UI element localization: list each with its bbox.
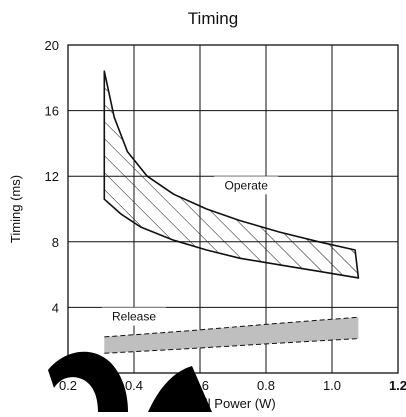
- x-axis-label: Coil Power (W): [188, 396, 275, 411]
- y-tick-label: 20: [45, 38, 59, 53]
- y-tick-label: 4: [52, 300, 59, 315]
- annotation-background: [214, 176, 279, 195]
- plot-frame: [67, 44, 399, 374]
- chart-title: Timing: [188, 9, 238, 28]
- watermark-shape: [148, 366, 212, 412]
- series-release-lower-edge: [104, 338, 359, 354]
- annotation-label: Release: [112, 310, 156, 324]
- annotation-background: [102, 307, 166, 326]
- watermark-logo: [48, 351, 212, 412]
- plot-area: [103, 70, 360, 354]
- series-release-upper-edge: [104, 316, 359, 338]
- x-tick-label: 1.2: [389, 378, 406, 393]
- y-tick-label: 12: [45, 169, 59, 184]
- x-tick-label: 0.2: [59, 378, 77, 393]
- series-release-band: [104, 317, 359, 354]
- y-tick-label: 8: [52, 235, 59, 250]
- annotations: Operate Release: [102, 176, 279, 326]
- annotation-label: Operate: [225, 178, 269, 192]
- watermark-shape: [48, 351, 128, 412]
- x-tick-label: 1.0: [323, 378, 341, 393]
- x-tick-label: 0.8: [257, 378, 275, 393]
- series-operate-band: [103, 70, 360, 279]
- y-tick-label: 16: [45, 104, 59, 119]
- y-axis-label: Timing (ms): [8, 175, 23, 243]
- x-tick-label: 0.4: [125, 378, 143, 393]
